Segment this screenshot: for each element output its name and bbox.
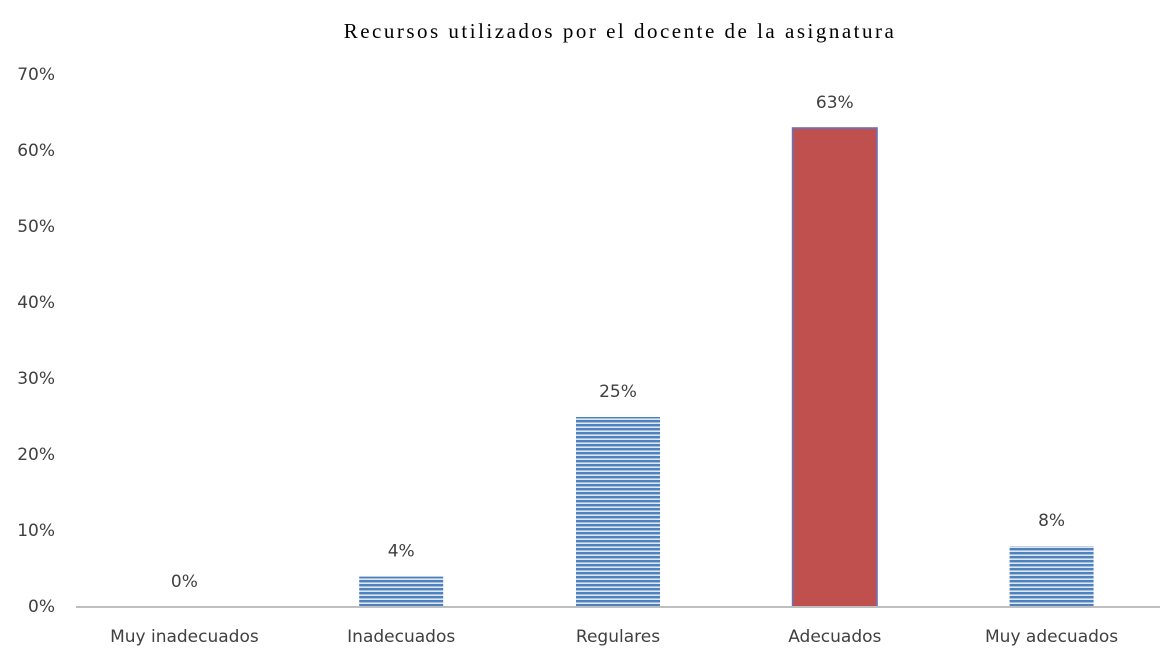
data-label: 63% (816, 93, 854, 113)
y-tick-label: 50% (17, 217, 55, 237)
x-tick-label: Muy adecuados (985, 627, 1118, 647)
data-label: 25% (599, 382, 637, 402)
chart-title: Recursos utilizados por el docente de la… (344, 19, 897, 43)
y-tick-label: 70% (17, 65, 55, 85)
y-tick-label: 0% (28, 597, 55, 617)
y-tick-label: 60% (17, 141, 55, 161)
data-label: 4% (388, 542, 415, 562)
y-tick-label: 40% (17, 293, 55, 313)
x-tick-label: Adecuados (788, 627, 881, 647)
bar (359, 576, 444, 607)
bar (576, 417, 660, 607)
x-tick-label: Regulares (576, 627, 660, 647)
x-tick-label: Muy inadecuados (110, 627, 259, 647)
bar (791, 127, 878, 608)
bar (1009, 546, 1094, 607)
x-tick-label: Inadecuados (347, 627, 455, 647)
y-tick-label: 30% (17, 369, 55, 389)
data-label: 0% (171, 572, 198, 592)
y-tick-label: 20% (17, 445, 55, 465)
data-label: 8% (1038, 511, 1065, 531)
y-tick-label: 10% (17, 521, 55, 541)
